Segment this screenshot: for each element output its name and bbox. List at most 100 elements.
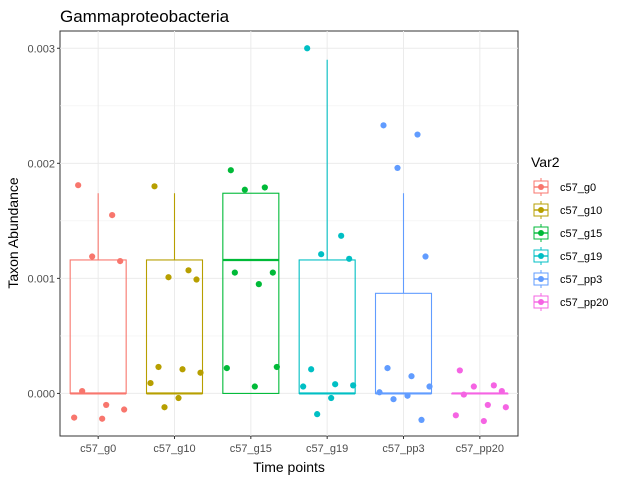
data-point [151, 183, 158, 190]
data-point [318, 251, 325, 258]
data-point [380, 122, 387, 129]
data-point [350, 382, 357, 389]
legend-label: c57_g0 [560, 182, 596, 194]
data-point [109, 211, 116, 219]
legend-item-c57_g10: c57_g10 [531, 199, 602, 220]
data-point [75, 182, 82, 189]
data-point [390, 396, 397, 403]
data-point [117, 258, 124, 265]
data-point [418, 416, 425, 423]
box-iqr [222, 192, 280, 394]
data-point [179, 366, 186, 373]
y-axis: 0.000 0.001 0.002 0.003 [27, 43, 60, 400]
data-point [193, 276, 200, 283]
legend-item-c57_g15: c57_g15 [531, 222, 602, 243]
legend-label: c57_pp20 [560, 297, 608, 309]
legend-key-point [538, 207, 544, 213]
data-point [99, 415, 106, 422]
legend-item-c57_pp20: c57_pp20 [531, 291, 608, 312]
data-point [161, 404, 168, 411]
data-point [197, 369, 204, 376]
data-point [384, 365, 391, 372]
data-point [470, 383, 477, 390]
data-point [460, 391, 467, 398]
legend-label: c57_g15 [560, 228, 602, 240]
data-point [498, 388, 505, 395]
y-tick-label: 0.002 [27, 158, 55, 170]
data-point [241, 186, 248, 193]
x-axis-title: Time points [253, 459, 325, 475]
x-tick-label: c57_g10 [153, 443, 195, 455]
data-point [314, 411, 321, 418]
legend-label: c57_pp3 [560, 274, 602, 286]
legend-key-point [538, 299, 544, 305]
data-point [408, 373, 415, 380]
x-tick-label: c57_g0 [80, 443, 116, 455]
data-point [269, 269, 276, 276]
legend-label: c57_g10 [560, 205, 602, 217]
data-point [155, 363, 162, 371]
x-tick-label: c57_pp20 [456, 443, 504, 455]
legend: Var2 c57_g0 c57_g10 c57_g15 c57_g19 c57_pp3c… [531, 154, 608, 312]
data-point [414, 131, 421, 138]
data-point [376, 389, 383, 396]
data-point [308, 366, 315, 373]
x-axis: c57_g0 c57_g10 c57_g15 c57_g19 c57_pp3 c57_pp… [80, 436, 504, 455]
data-point [175, 394, 182, 402]
plot-panel [59, 30, 519, 437]
legend-key-point [538, 276, 544, 282]
data-point [231, 269, 238, 276]
data-point [273, 363, 280, 371]
data-point [404, 392, 411, 399]
data-point [456, 367, 463, 374]
x-tick-label: c57_g19 [306, 443, 348, 455]
x-tick-label: c57_g15 [230, 443, 272, 455]
legend-key-point [538, 230, 544, 236]
data-point [89, 253, 96, 260]
data-point [484, 401, 491, 409]
y-tick-label: 0.001 [27, 273, 55, 285]
y-axis-title: Taxon Abundance [5, 177, 21, 289]
data-point [338, 232, 345, 239]
y-tick-label: 0.000 [27, 388, 55, 400]
box-c57_g10 [145, 193, 204, 395]
box-c57_g15 [222, 192, 280, 394]
y-tick-label: 0.003 [27, 43, 55, 55]
data-point [452, 412, 459, 419]
chart-title: Gammaproteobacteria [60, 7, 230, 26]
legend-title: Var2 [531, 154, 560, 170]
box-c57_g19 [298, 59, 356, 395]
data-point [346, 255, 353, 262]
box-c57_pp20 [451, 392, 509, 395]
data-point [165, 274, 172, 281]
x-tick-label: c57_pp3 [382, 443, 424, 455]
data-point [332, 381, 339, 388]
data-point [300, 383, 307, 390]
data-point [227, 167, 234, 174]
legend-item-c57_g19: c57_g19 [531, 245, 602, 266]
data-point [426, 383, 433, 390]
box-c57_g0 [69, 193, 127, 395]
data-point [422, 253, 429, 260]
data-point [103, 401, 110, 409]
legend-key-point [538, 184, 544, 190]
box-c57_pp3 [374, 193, 433, 395]
data-point [71, 414, 78, 421]
data-point [502, 404, 509, 411]
data-point [147, 379, 154, 387]
data-point [480, 417, 487, 425]
legend-item-c57_pp3: c57_pp3 [531, 268, 602, 289]
data-point [79, 388, 86, 395]
point-layer [71, 45, 509, 425]
legend-label: c57_g19 [560, 251, 602, 263]
legend-item-c57_g0: c57_g0 [531, 176, 596, 197]
data-point [490, 382, 497, 389]
data-point [328, 394, 335, 402]
data-point [223, 365, 230, 372]
data-point [394, 164, 401, 172]
data-point [121, 406, 128, 413]
legend-key-point [538, 253, 544, 259]
data-point [251, 383, 258, 390]
